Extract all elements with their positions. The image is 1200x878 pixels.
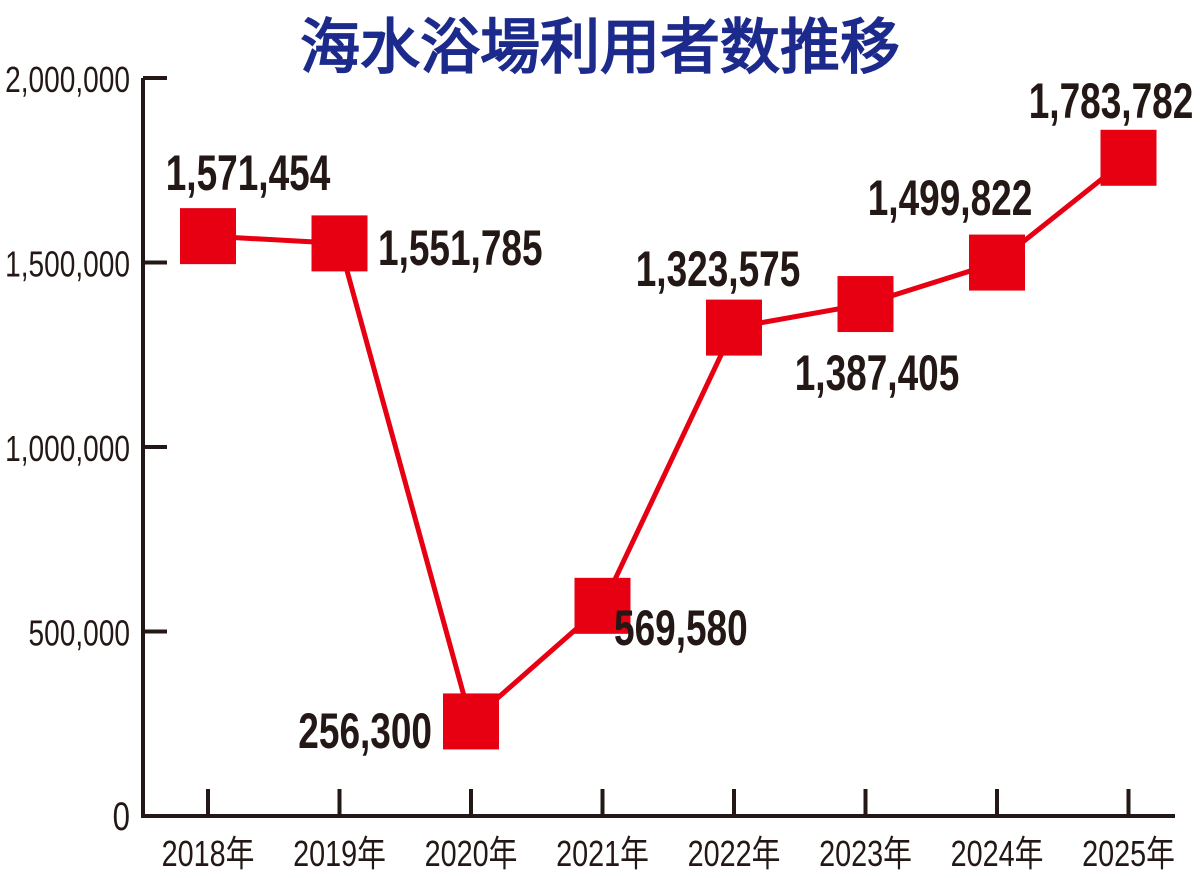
- data-point-marker: [706, 299, 762, 356]
- data-label: 1,323,575: [636, 242, 801, 298]
- data-label: 569,580: [614, 601, 748, 657]
- data-point-marker: [1100, 129, 1157, 186]
- data-point-marker: [574, 577, 631, 634]
- data-label: 256,300: [298, 704, 432, 760]
- x-tick-label: 2023年: [819, 833, 912, 874]
- data-point-marker: [311, 215, 368, 272]
- x-tick-label: 2021年: [556, 833, 649, 874]
- data-label: 1,551,785: [378, 221, 543, 277]
- axes: 0 500,000 1,000,000 1,500,000 2,000,000 2018年…: [5, 60, 1175, 874]
- chart-title: 海水浴場利用者数推移: [300, 13, 900, 83]
- data-label: 1,387,405: [795, 346, 960, 402]
- data-point-marker: [969, 234, 1025, 291]
- data-label: 1,499,822: [868, 171, 1033, 227]
- x-tick-label: 2024年: [951, 833, 1044, 874]
- x-tick-label: 2019年: [293, 833, 386, 874]
- x-tick-label: 2022年: [688, 833, 781, 874]
- x-tick-label: 2018年: [162, 833, 255, 874]
- data-point-marker: [443, 693, 499, 750]
- x-tick-label: 2020年: [425, 833, 518, 874]
- data-labels: 1,571,454 1,551,785 256,300 569,580 1,323,57…: [166, 74, 1194, 760]
- y-tick-label: 500,000: [29, 613, 130, 653]
- data-point-marker: [837, 276, 894, 333]
- y-tick-label: 1,500,000: [5, 244, 130, 284]
- data-label: 1,571,454: [166, 146, 331, 202]
- y-tick-label: 1,000,000: [5, 429, 130, 469]
- y-tick-label: 2,000,000: [5, 60, 130, 100]
- data-point-marker: [180, 208, 236, 265]
- y-tick-label: 0: [113, 794, 130, 839]
- x-tick-label: 2025年: [1082, 833, 1175, 874]
- data-label: 1,783,782: [1029, 74, 1194, 130]
- series-line: [180, 129, 1157, 750]
